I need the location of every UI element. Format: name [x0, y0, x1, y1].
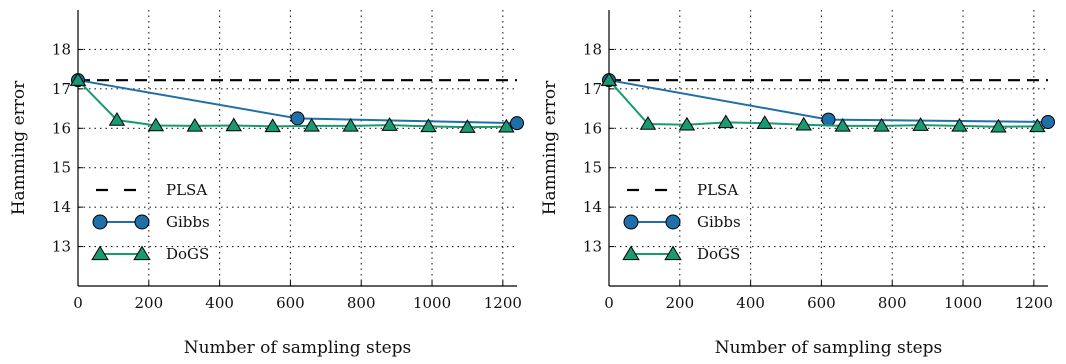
- y-tick-label: 13: [52, 238, 71, 256]
- y-tick-label: 17: [52, 80, 71, 98]
- plot-area: [600, 72, 1055, 133]
- legend-gibbs-label: Gibbs: [166, 213, 210, 231]
- x-axis-label: Number of sampling steps: [715, 338, 943, 358]
- y-tick-label: 15: [52, 159, 71, 177]
- dogs-line: [608, 79, 1038, 128]
- legend-gibbs-marker: [134, 214, 150, 230]
- y-tick-label: 16: [583, 119, 602, 137]
- plot-area: [69, 72, 524, 133]
- y-tick-label: 17: [583, 80, 602, 98]
- legend-gibbs-marker: [92, 214, 108, 230]
- dogs-point: [186, 117, 204, 132]
- dogs-point: [381, 117, 398, 131]
- legend: PLSA Gibbs DoGS: [622, 181, 741, 263]
- legend-gibbs-label: Gibbs: [697, 213, 741, 231]
- dogs-point: [600, 72, 618, 86]
- x-tick-label: 200: [665, 294, 694, 312]
- gibbs-point: [510, 116, 524, 131]
- dogs-point: [69, 72, 87, 86]
- x-tick-label: 1200: [1015, 294, 1053, 312]
- legend-dogs-marker: [622, 245, 640, 261]
- x-tick-label: 400: [736, 294, 765, 312]
- dogs-point: [717, 114, 735, 129]
- dogs-point: [147, 117, 165, 132]
- y-tick-label: 18: [583, 40, 602, 58]
- dogs-point: [990, 118, 1007, 133]
- dogs-point: [1029, 118, 1046, 133]
- legend-plsa-label: PLSA: [697, 181, 738, 199]
- x-tick-label: 800: [347, 294, 376, 312]
- x-tick-label: 1000: [944, 294, 982, 312]
- y-tick-label: 13: [583, 238, 602, 256]
- legend-dogs-marker: [91, 245, 109, 261]
- dogs-point: [498, 118, 515, 133]
- y-tick-label: 16: [52, 119, 71, 137]
- legend-dogs-label: DoGS: [166, 245, 209, 263]
- legend-dogs-marker: [133, 245, 151, 261]
- x-axis-label: Number of sampling steps: [184, 338, 412, 358]
- dogs-point: [639, 115, 657, 130]
- dogs-point: [225, 117, 243, 132]
- dogs-point: [108, 112, 126, 126]
- dogs-point: [873, 117, 890, 132]
- dogs-point: [912, 117, 929, 131]
- y-axis-label: Hamming error: [9, 80, 29, 215]
- dogs-point: [264, 118, 281, 133]
- chart-panel-1: 0 200 400 600 800 1000 1200 13 14 15 16 17 18 Number …: [9, 10, 524, 358]
- dogs-point: [459, 119, 476, 133]
- dogs-line: [77, 79, 507, 129]
- dogs-point: [678, 116, 696, 131]
- legend-plsa-label: PLSA: [166, 181, 207, 199]
- gibbs-point: [290, 111, 305, 126]
- x-tick-label: 600: [276, 294, 305, 312]
- dogs-point: [951, 117, 968, 132]
- gibbs-point: [1041, 114, 1055, 129]
- dogs-point: [834, 117, 851, 132]
- y-tick-label: 14: [52, 198, 71, 216]
- x-tick-label: 1200: [484, 294, 522, 312]
- legend: PLSA Gibbs DoGS: [91, 181, 210, 263]
- legend-gibbs-marker: [665, 214, 681, 230]
- y-tick-label: 14: [583, 198, 602, 216]
- legend-dogs-marker: [664, 245, 682, 261]
- legend-dogs-label: DoGS: [697, 245, 740, 263]
- x-tick-label: 0: [604, 294, 614, 312]
- dogs-point: [795, 116, 812, 131]
- x-tick-label: 1000: [413, 294, 451, 312]
- dogs-point: [342, 117, 359, 132]
- gibbs-point: [821, 112, 836, 127]
- x-tick-label: 600: [807, 294, 836, 312]
- x-tick-label: 0: [73, 294, 83, 312]
- y-tick-label: 18: [52, 40, 71, 58]
- x-tick-label: 200: [134, 294, 163, 312]
- y-tick-label: 15: [583, 159, 602, 177]
- dogs-point: [420, 118, 437, 133]
- dogs-point: [303, 117, 320, 132]
- y-axis-label: Hamming error: [540, 80, 560, 215]
- x-tick-label: 800: [878, 294, 907, 312]
- x-tick-label: 400: [205, 294, 234, 312]
- chart-panel-2: 0 200 400 600 800 1000 1200 13 14 15 16 17 18 Number …: [540, 10, 1055, 358]
- legend-gibbs-marker: [623, 214, 639, 230]
- dogs-point: [756, 115, 774, 129]
